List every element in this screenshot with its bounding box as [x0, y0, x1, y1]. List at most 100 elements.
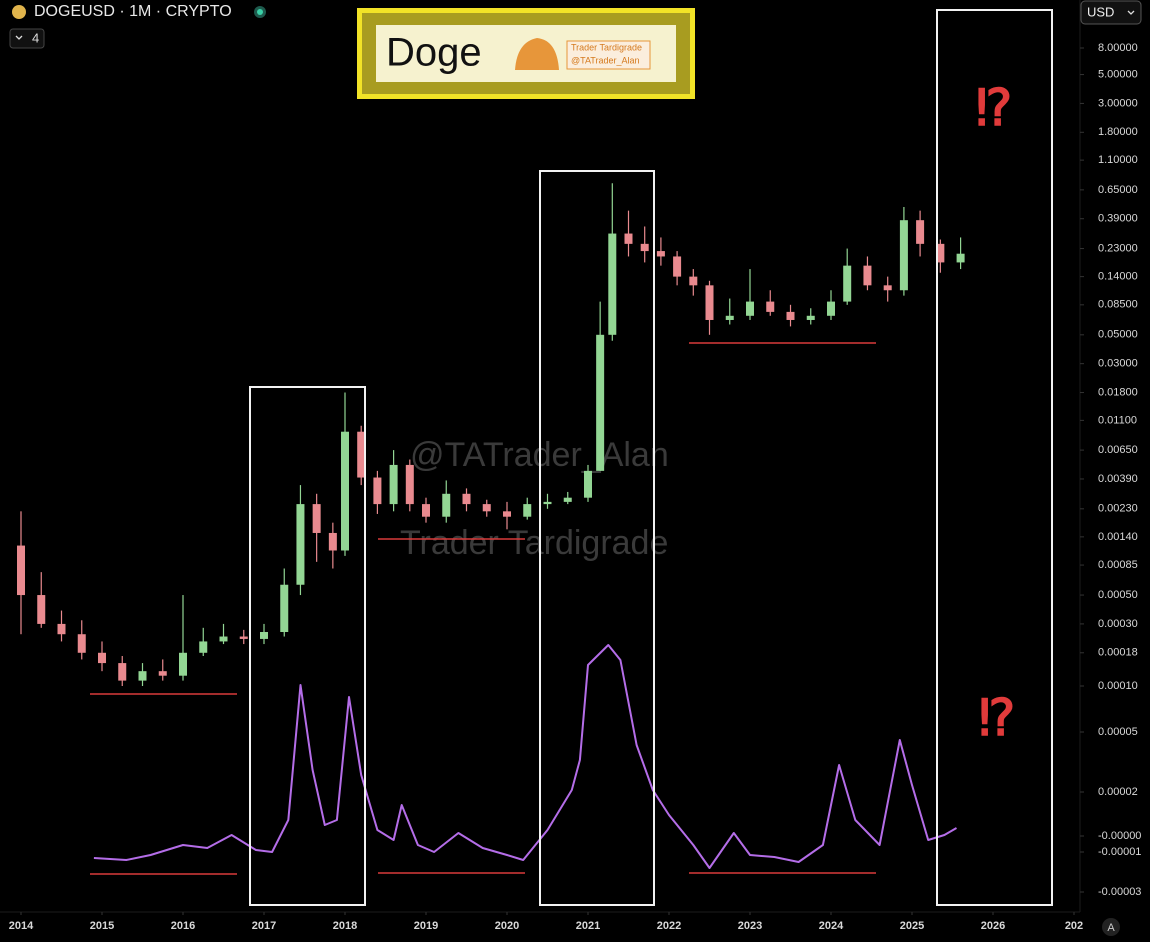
- candle-body: [596, 334, 605, 471]
- candle-body: [916, 220, 925, 244]
- y-tick-label: 0.23000: [1098, 242, 1138, 254]
- candle-body: [640, 243, 649, 252]
- candle-body: [584, 470, 592, 498]
- y-tick-label: 0.39000: [1098, 213, 1138, 225]
- y-tick-label: 3.00000: [1098, 97, 1138, 109]
- y-tick-label: 8.00000: [1098, 42, 1138, 54]
- banner-brand: Trader Tardigrade: [571, 42, 642, 52]
- candle-body: [766, 301, 775, 312]
- banner-handle: @TATrader_Alan: [571, 55, 640, 65]
- y-tick-label: 0.00050: [1098, 589, 1138, 601]
- x-tick-label: 2016: [171, 920, 195, 932]
- candle-body: [608, 233, 617, 335]
- candle-body: [956, 253, 965, 263]
- candle-body: [786, 311, 795, 320]
- plot-area: [17, 183, 965, 869]
- candle-body: [656, 251, 665, 257]
- candle-body: [280, 584, 289, 633]
- candle-body: [341, 431, 349, 551]
- candle-body: [158, 671, 167, 676]
- y-tick-label: 0.08500: [1098, 299, 1138, 311]
- candle-body: [260, 632, 268, 639]
- x-tick-label: 2019: [414, 920, 438, 932]
- x-tick-label: 2018: [333, 920, 357, 932]
- candle-body: [37, 595, 46, 624]
- y-tick-label: 0.03000: [1098, 358, 1138, 370]
- y-tick-label: 0.14000: [1098, 271, 1138, 283]
- y-tick-label: 5.00000: [1098, 68, 1138, 80]
- y-tick-label: 0.00650: [1098, 444, 1138, 456]
- candle-body: [357, 431, 366, 478]
- scale-button[interactable]: [1102, 918, 1120, 936]
- candle-body: [806, 315, 815, 320]
- y-tick-label: 1.10000: [1098, 154, 1138, 166]
- x-tick-label: 2015: [90, 920, 114, 932]
- y-tick-label: 0.00030: [1098, 618, 1138, 630]
- candle-body: [899, 220, 908, 291]
- candle-body: [563, 497, 572, 502]
- highlight-box: [249, 386, 366, 906]
- candle-body: [389, 464, 398, 505]
- candle-body: [843, 265, 852, 302]
- scale-button-label: A: [1107, 922, 1115, 934]
- annotation-mark: ⁉: [979, 690, 1016, 746]
- y2-tick-label: -0.00003: [1098, 886, 1141, 898]
- logo-icon: [515, 38, 559, 70]
- candle-body: [624, 233, 633, 244]
- x-tick-label: 2025: [900, 920, 924, 932]
- candle-body: [705, 285, 714, 320]
- candle-body: [422, 504, 430, 517]
- chart-title: DOGEUSD · 1M · CRYPTO: [34, 3, 232, 20]
- candle-body: [936, 243, 945, 263]
- candle-body: [328, 532, 337, 551]
- candle-body: [77, 634, 86, 653]
- y2-tick-label: -0.00001: [1098, 846, 1141, 858]
- y-tick-label: 0.00230: [1098, 503, 1138, 515]
- x-tick-label: 2026: [981, 920, 1005, 932]
- candle-body: [17, 545, 25, 596]
- x-tick-label: 2022: [657, 920, 681, 932]
- currency-button[interactable]: [1080, 0, 1142, 25]
- candle-body: [746, 301, 754, 316]
- x-tick-label: 2024: [819, 920, 844, 932]
- support-lines: [90, 342, 876, 875]
- candle-body: [179, 652, 187, 676]
- y2-tick-label: 0.00002: [1098, 786, 1138, 798]
- y-tick-label: 0.05000: [1098, 329, 1138, 341]
- y2-tick-label: 0.00005: [1098, 726, 1138, 738]
- candle-body: [239, 636, 248, 639]
- candle-body: [98, 652, 106, 664]
- candle-body: [57, 623, 66, 635]
- y-tick-label: 0.00140: [1098, 531, 1138, 543]
- x-tick-label: 202: [1065, 920, 1083, 932]
- indicator-toggle[interactable]: [9, 28, 45, 49]
- chevron-icon: [15, 35, 23, 40]
- banner-title: Doge: [386, 31, 482, 75]
- candle-body: [883, 285, 892, 291]
- candle-body: [523, 504, 532, 517]
- y-tick-label: 0.01100: [1098, 414, 1137, 426]
- candle-body: [373, 477, 382, 505]
- candle-body: [543, 501, 552, 505]
- status-dot: [257, 9, 263, 15]
- x-tick-label: 2020: [495, 920, 519, 932]
- candle-body: [405, 464, 414, 505]
- coin-icon: [12, 5, 26, 19]
- y-tick-label: 0.65000: [1098, 184, 1138, 196]
- y-tick-label: 0.00018: [1098, 647, 1138, 659]
- brand-box: [566, 40, 651, 70]
- candle-body: [863, 265, 872, 286]
- x-tick-label: 2014: [9, 920, 34, 932]
- y-tick-label: 0.00390: [1098, 473, 1138, 485]
- y-tick-label: 0.00010: [1098, 680, 1138, 692]
- candle-body: [312, 504, 321, 533]
- highlight-box: [936, 9, 1053, 906]
- x-tick-label: 2023: [738, 920, 762, 932]
- candle-body: [482, 504, 491, 512]
- watermark-brand: Trader Tardigrade: [400, 524, 668, 562]
- indicator-count: 4: [32, 30, 39, 45]
- candle-body: [673, 256, 682, 277]
- oscillator-line: [93, 644, 958, 869]
- candle-body: [689, 276, 698, 286]
